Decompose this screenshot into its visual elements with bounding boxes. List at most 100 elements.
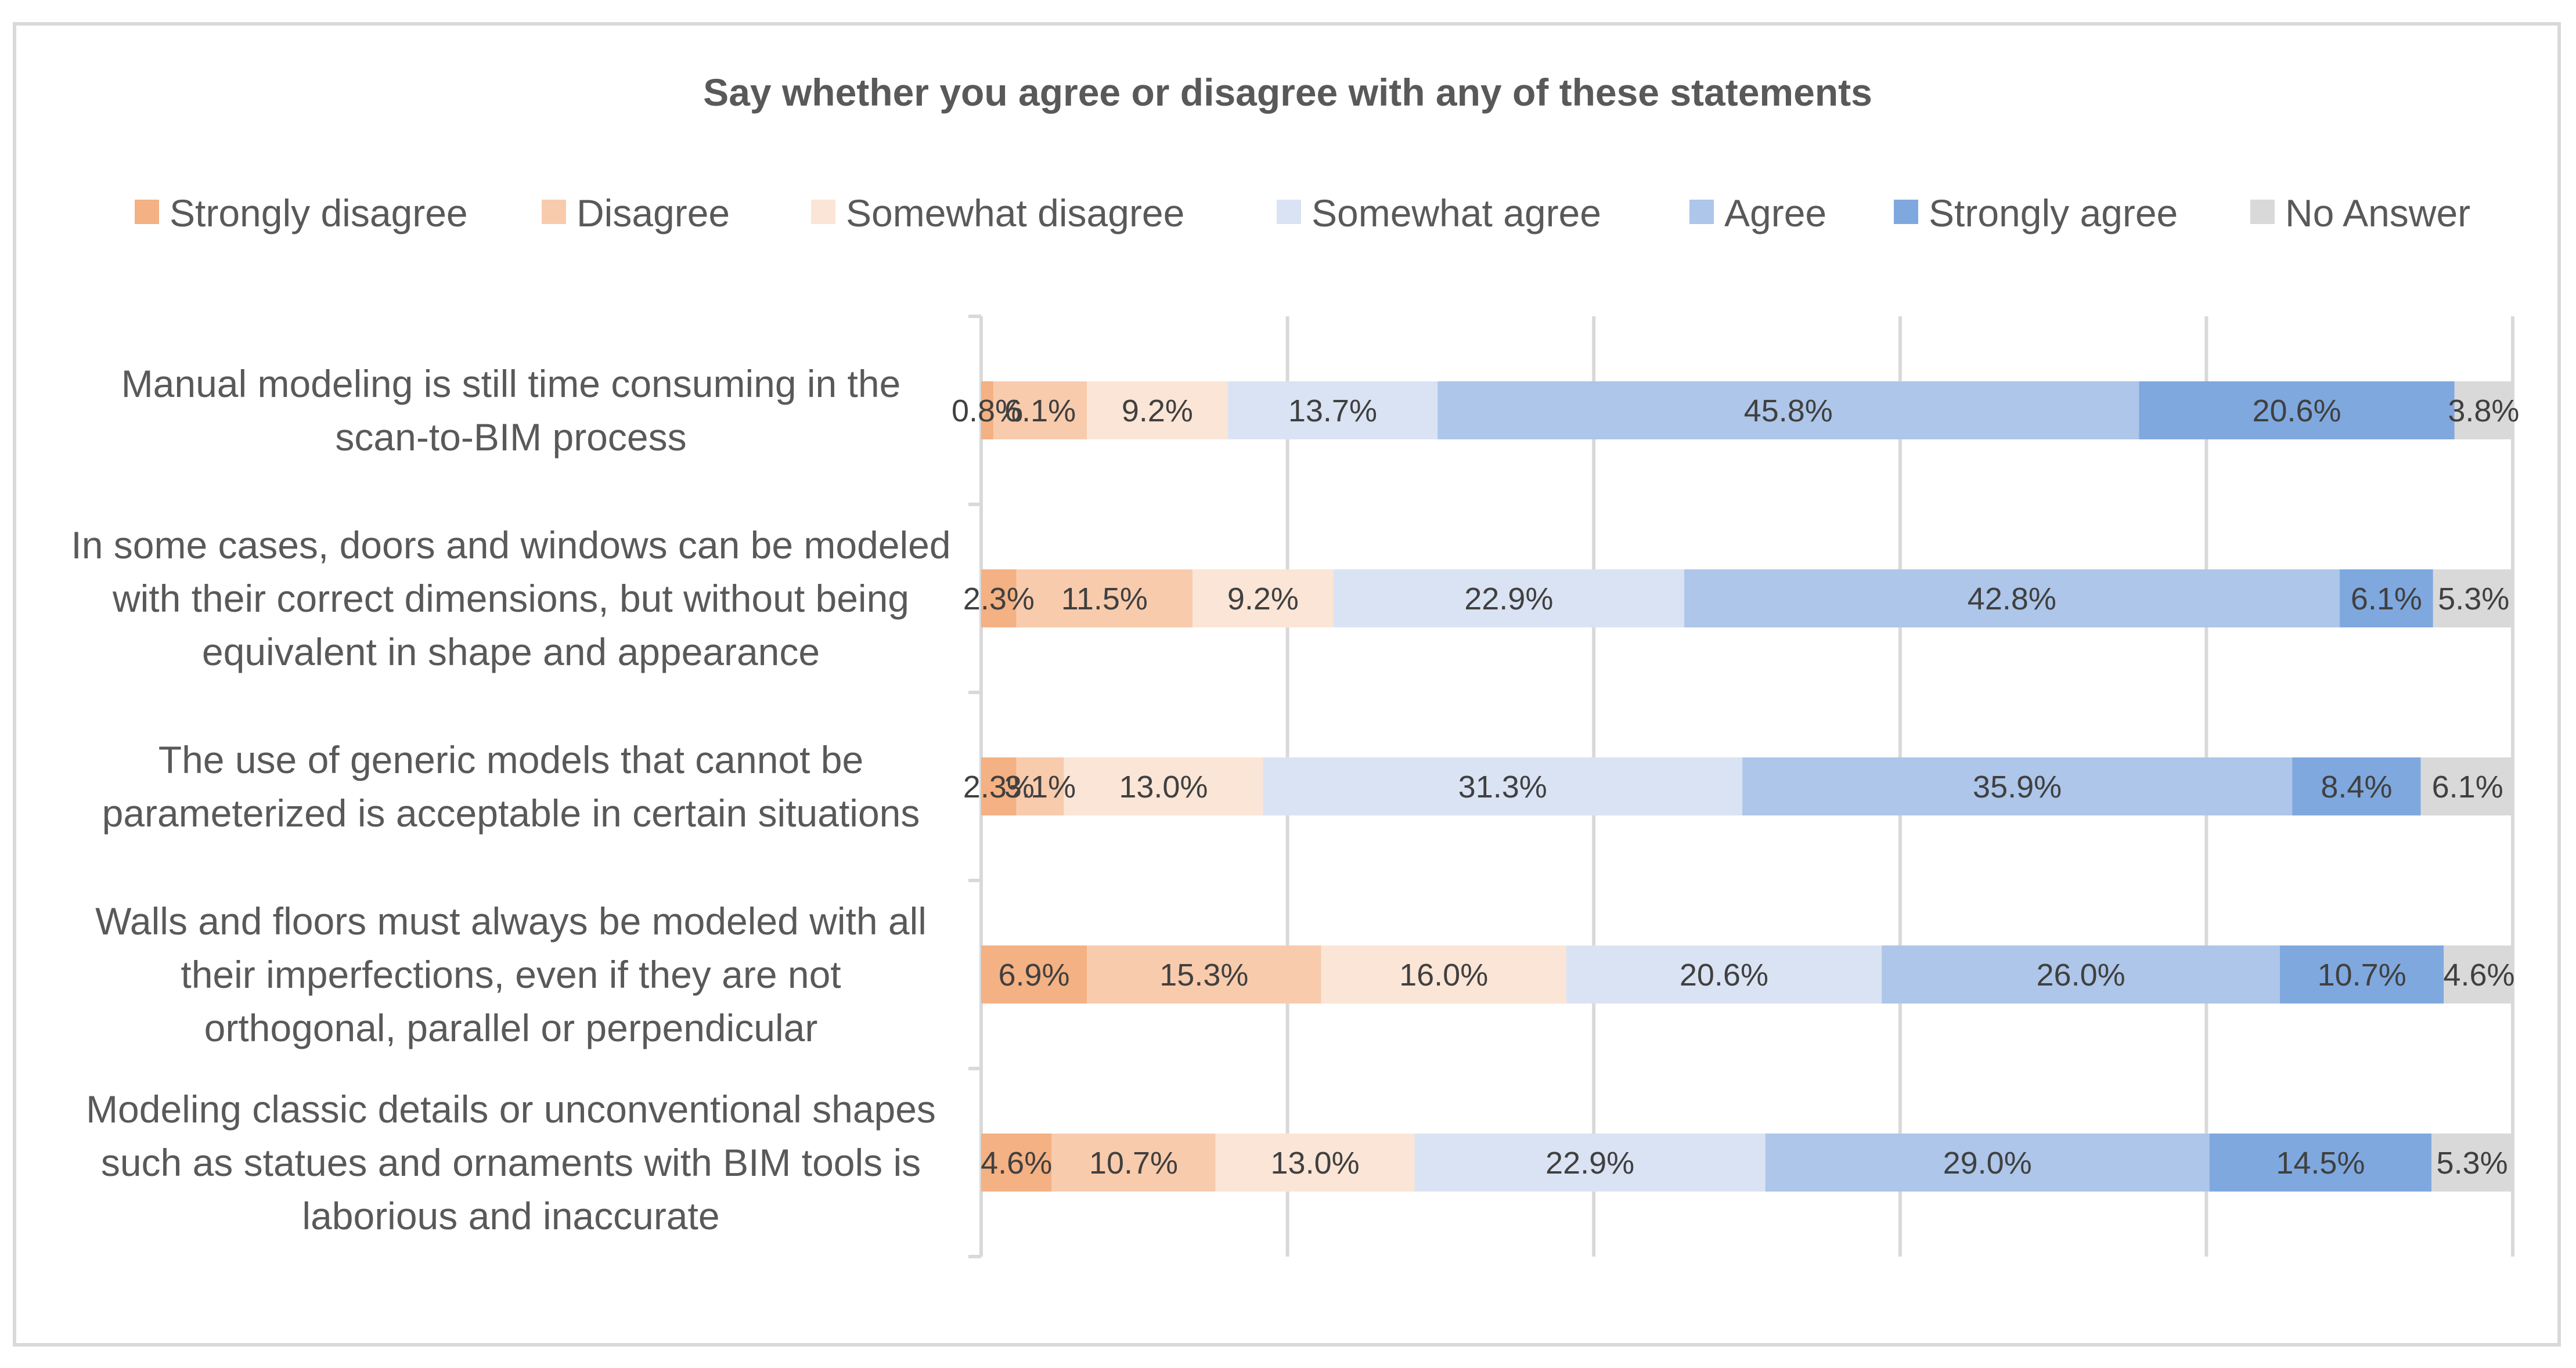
value-label-strongly-disagree-2: 2.3% [963,582,1035,616]
bar-segment-somewhat-disagree-5 [1215,1134,1415,1192]
value-label-strongly-agree-5: 14.5% [2276,1146,2365,1181]
bar-segment-no-answer-5 [2431,1134,2513,1192]
bar-segment-somewhat-disagree-3 [1064,757,1263,815]
value-label-no-answer-1: 3.8% [2448,394,2519,428]
category-label-2-line-2: with their correct dimensions, but witho… [112,577,909,620]
value-label-somewhat-agree-3: 31.3% [1458,770,1547,804]
value-label-somewhat-disagree-5: 13.0% [1271,1146,1360,1181]
bar-segment-agree-1 [1437,381,2139,439]
bar-segment-disagree-4 [1087,945,1321,1004]
value-label-somewhat-agree-1: 13.7% [1288,394,1377,428]
value-label-disagree-4: 15.3% [1159,958,1248,992]
value-label-agree-1: 45.8% [1744,394,1833,428]
category-labels: Manual modeling is still time consuming … [71,362,950,1237]
chart-title: Say whether you agree or disagree with a… [703,71,1872,114]
legend-swatch-agree [1689,200,1714,224]
bar-segment-no-answer-2 [2433,569,2514,627]
value-label-somewhat-disagree-3: 13.0% [1119,770,1208,804]
category-label-4-line-3: orthogonal, parallel or perpendicular [204,1006,818,1049]
category-label-5-line-2: such as statues and ornaments with BIM t… [101,1141,921,1184]
bar-segment-no-answer-3 [2420,757,2514,815]
value-label-agree-3: 35.9% [1973,770,2062,804]
value-label-agree-4: 26.0% [2037,958,2125,992]
bar-segment-strongly-disagree-2 [981,569,1017,627]
value-label-disagree-1: 6.1% [1004,394,1076,428]
bar-segment-agree-5 [1765,1134,2210,1192]
value-label-no-answer-3: 6.1% [2432,770,2503,804]
bar-segment-no-answer-1 [2454,381,2513,439]
legend-swatch-strongly-agree [1894,200,1918,224]
bar-segment-agree-2 [1684,569,2340,627]
category-label-4-line-1: Walls and floors must always be modeled … [95,900,927,943]
legend-label-disagree: Disagree [577,192,730,234]
bar-segment-strongly-agree-5 [2209,1134,2432,1192]
legend-swatch-disagree [542,200,566,224]
bars [981,381,2514,1192]
value-label-strongly-disagree-1: 0.8% [952,394,1023,428]
category-label-2-line-3: equivalent in shape and appearance [202,630,820,673]
bar-segment-disagree-5 [1051,1134,1216,1192]
value-label-strongly-disagree-3: 2.3% [963,770,1035,804]
bar-segment-strongly-agree-1 [2139,381,2455,439]
value-label-disagree-5: 10.7% [1089,1146,1178,1181]
bar-segment-somewhat-agree-5 [1414,1134,1766,1192]
bar-segment-disagree-3 [1016,757,1064,815]
category-label-5-line-1: Modeling classic details or unconvention… [86,1088,936,1131]
legend-label-agree: Agree [1724,192,1826,234]
bar-segment-no-answer-4 [2444,945,2514,1004]
bar-segment-somewhat-agree-3 [1263,757,1743,815]
value-label-disagree-2: 11.5% [1061,582,1148,616]
chart-legend: Strongly disagree Disagree Somewhat disagr… [135,192,2470,234]
bar-segment-strongly-disagree-5 [981,1134,1052,1192]
legend-swatch-somewhat-agree [1277,200,1301,224]
value-labels: 0.8%6.1% 9.2% 13.7% 45.8% 20.6% 3.8%2.3% 11.5%… [952,394,2519,1181]
category-label-3-line-1: The use of generic models that cannot be [158,738,863,781]
value-label-agree-5: 29.0% [1943,1146,2032,1181]
bar-segment-disagree-2 [1016,569,1193,627]
value-label-somewhat-agree-4: 20.6% [1680,958,1768,992]
legend-label-somewhat-disagree: Somewhat disagree [846,192,1184,234]
legend-swatch-somewhat-disagree [811,200,835,224]
legend-label-strongly-disagree: Strongly disagree [170,192,468,234]
bar-segment-strongly-agree-4 [2280,945,2444,1004]
value-label-strongly-agree-2: 6.1% [2351,582,2422,616]
value-label-somewhat-agree-2: 22.9% [1464,582,1553,616]
bar-segment-somewhat-disagree-1 [1087,381,1228,439]
value-label-somewhat-agree-5: 22.9% [1545,1146,1634,1181]
value-label-strongly-agree-4: 10.7% [2318,958,2406,992]
value-label-no-answer-4: 4.6% [2443,958,2514,992]
category-label-1-line-2: scan-to-BIM process [335,416,686,459]
bar-segment-strongly-agree-3 [2292,757,2421,815]
bar-segment-agree-3 [1742,757,2293,815]
value-label-somewhat-disagree-4: 16.0% [1399,958,1488,992]
bar-segment-strongly-disagree-4 [981,945,1087,1004]
category-label-5-line-3: laborious and inaccurate [302,1194,719,1237]
legend-label-somewhat-agree: Somewhat agree [1312,192,1601,234]
bar-segment-strongly-disagree-1 [981,381,994,439]
value-label-somewhat-disagree-2: 9.2% [1227,582,1299,616]
legend-swatch-no-answer [2250,200,2275,224]
category-label-4-line-2: their imperfections, even if they are no… [181,953,841,996]
legend-label-strongly-agree: Strongly agree [1929,192,2178,234]
value-label-strongly-disagree-4: 6.9% [998,958,1069,992]
bar-segment-somewhat-agree-2 [1333,569,1684,627]
value-label-strongly-agree-1: 20.6% [2252,394,2341,428]
value-label-disagree-3: 3.1% [1004,770,1076,804]
legend-swatch-strongly-disagree [135,200,159,224]
value-label-no-answer-2: 5.3% [2438,582,2509,616]
bar-segment-strongly-disagree-3 [981,757,1017,815]
value-label-strongly-agree-3: 8.4% [2321,770,2392,804]
bar-segment-agree-4 [1882,945,2280,1004]
legend-label-no-answer: No Answer [2285,192,2470,234]
bar-segment-somewhat-disagree-4 [1321,945,1566,1004]
value-label-strongly-disagree-5: 4.6% [981,1146,1052,1181]
value-label-agree-2: 42.8% [1968,582,2056,616]
bar-segment-somewhat-disagree-2 [1192,569,1334,627]
bar-segment-somewhat-agree-4 [1566,945,1882,1004]
bar-segment-disagree-1 [993,381,1087,439]
category-label-3-line-2: parameterized is acceptable in certain s… [102,792,920,835]
value-label-somewhat-disagree-1: 9.2% [1122,394,1193,428]
value-label-no-answer-5: 5.3% [2437,1146,2508,1181]
bar-segment-somewhat-agree-1 [1227,381,1438,439]
